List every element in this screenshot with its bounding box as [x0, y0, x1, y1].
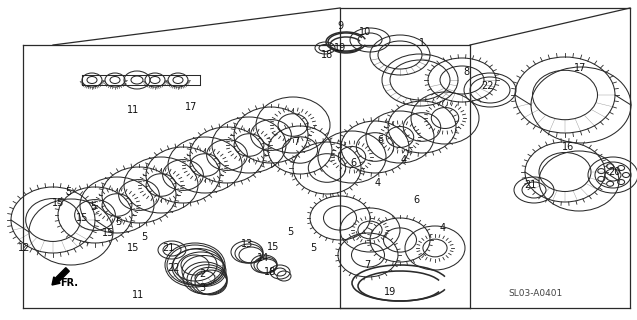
Text: FR.: FR. — [60, 278, 78, 288]
Text: 17: 17 — [185, 102, 197, 112]
Text: 1: 1 — [419, 38, 425, 48]
Text: 6: 6 — [350, 158, 356, 168]
Text: 5: 5 — [115, 217, 121, 227]
Text: 7: 7 — [364, 260, 370, 270]
Text: 12: 12 — [18, 243, 30, 253]
Text: 10: 10 — [359, 27, 371, 37]
Text: 19: 19 — [384, 287, 396, 297]
Text: 5: 5 — [287, 227, 293, 237]
Text: 4: 4 — [375, 178, 381, 188]
Text: 22: 22 — [167, 263, 179, 273]
Text: SL03-A0401: SL03-A0401 — [508, 290, 562, 299]
Text: 2: 2 — [199, 269, 205, 279]
Text: 9: 9 — [337, 21, 343, 31]
Text: 11: 11 — [132, 290, 144, 300]
Text: 5: 5 — [65, 187, 71, 197]
Text: 21: 21 — [524, 180, 536, 190]
Text: 20: 20 — [608, 167, 620, 177]
Text: 18: 18 — [321, 50, 333, 60]
Text: 3: 3 — [199, 283, 205, 293]
Text: 5: 5 — [90, 202, 96, 212]
Text: 21: 21 — [162, 243, 174, 253]
Text: 16: 16 — [562, 142, 574, 152]
Text: 15: 15 — [76, 213, 88, 223]
Text: 7: 7 — [293, 137, 299, 147]
Text: 22: 22 — [482, 81, 494, 91]
Text: 11: 11 — [127, 105, 139, 115]
Text: 13: 13 — [241, 239, 253, 249]
FancyArrow shape — [52, 268, 69, 285]
Text: 4: 4 — [440, 223, 446, 233]
Text: 5: 5 — [141, 232, 147, 242]
Text: 4: 4 — [401, 155, 407, 165]
Text: 17: 17 — [574, 63, 586, 73]
Text: 19: 19 — [334, 43, 346, 53]
Text: 8: 8 — [463, 67, 469, 77]
Text: 6: 6 — [413, 195, 419, 205]
Text: 5: 5 — [310, 243, 316, 253]
Text: 15: 15 — [102, 228, 114, 238]
Text: 15: 15 — [127, 243, 140, 253]
Text: 14: 14 — [257, 253, 269, 263]
Text: 18: 18 — [264, 267, 276, 277]
Text: 15: 15 — [52, 198, 64, 208]
Text: 15: 15 — [267, 242, 279, 252]
Text: 6: 6 — [377, 135, 383, 145]
